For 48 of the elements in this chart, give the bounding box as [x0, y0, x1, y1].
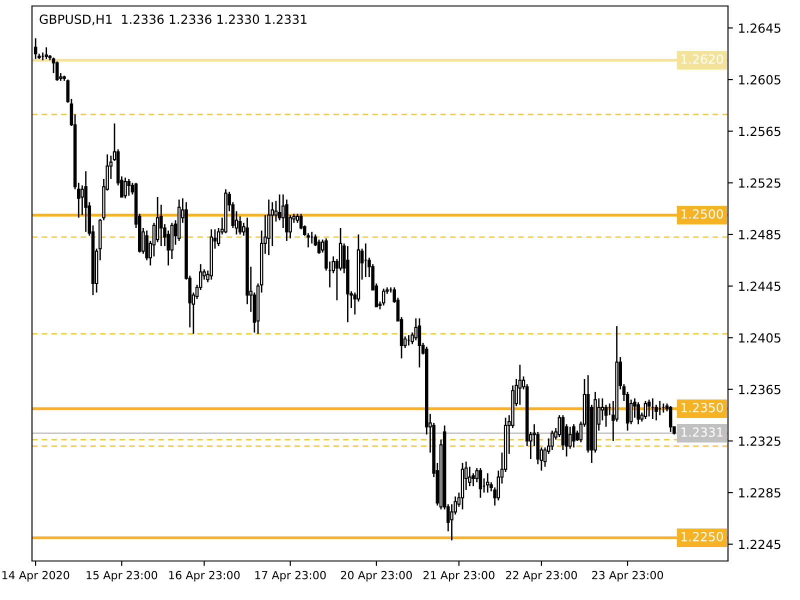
- candlestick: [518, 364, 522, 406]
- candlestick: [568, 426, 572, 450]
- y-tick-label: 1.2245: [739, 540, 780, 550]
- candlestick: [124, 176, 127, 200]
- x-tick-label: 22 Apr 23:00: [506, 570, 577, 582]
- candlestick: [84, 170, 88, 233]
- x-tick-label: 15 Apr 23:00: [86, 570, 158, 582]
- candlestick: [636, 402, 640, 425]
- candlestick: [317, 238, 321, 255]
- x-tick-label: 20 Apr 23:00: [341, 570, 412, 582]
- x-tick-label: 17 Apr 23:00: [255, 570, 326, 582]
- candlestick: [550, 430, 554, 451]
- y-tick-label: 1.2525: [739, 178, 780, 188]
- candlestick: [486, 472, 490, 494]
- y-tick-label: 1.2365: [739, 384, 780, 394]
- y-tick-label: 1.2405: [739, 333, 780, 343]
- candlestick: [55, 60, 59, 82]
- ref-line-label: 1.2250: [681, 532, 724, 542]
- y-tick-label: 1.2645: [739, 23, 780, 33]
- candlestick: [418, 318, 422, 368]
- y-tick-label: 1.2445: [739, 282, 780, 292]
- ref-line-label: 1.2500: [681, 209, 724, 219]
- x-tick-label: 21 Apr 23:00: [424, 570, 494, 582]
- candlestick: [282, 194, 285, 229]
- y-tick-label: 1.2285: [739, 488, 780, 498]
- candlestick: [382, 288, 386, 306]
- candlestick: [267, 198, 270, 256]
- ref-line-label: 1.2620: [681, 54, 724, 64]
- x-tick-label: 23 Apr 23:00: [592, 570, 664, 582]
- candlestick: [572, 423, 576, 448]
- y-tick-label: 1.2485: [739, 230, 780, 240]
- text: GBPUSD,H1 1.2336 1.2336 1.2330 1.2331: [40, 14, 306, 26]
- candlestick: [278, 194, 282, 221]
- candlestick: [478, 467, 482, 498]
- y-tick-label: 1.2325: [739, 436, 780, 446]
- candlestick: [647, 398, 651, 418]
- candlestick: [80, 184, 84, 216]
- y-tick-label: 1.2565: [739, 126, 780, 136]
- ref-line-label: 1.2331: [681, 427, 723, 437]
- candlestick: [44, 46, 48, 60]
- candlestick: [127, 178, 130, 196]
- y-tick-label: 1.2605: [739, 75, 780, 84]
- ref-line-label: 1.2350: [681, 402, 724, 412]
- x-tick-label: 14 Apr 2020: [2, 570, 70, 582]
- candlestick: [644, 400, 648, 420]
- x-tick-label: 16 Apr 23:00: [169, 570, 240, 582]
- candlestick: [668, 405, 672, 433]
- candlestick: [600, 398, 604, 422]
